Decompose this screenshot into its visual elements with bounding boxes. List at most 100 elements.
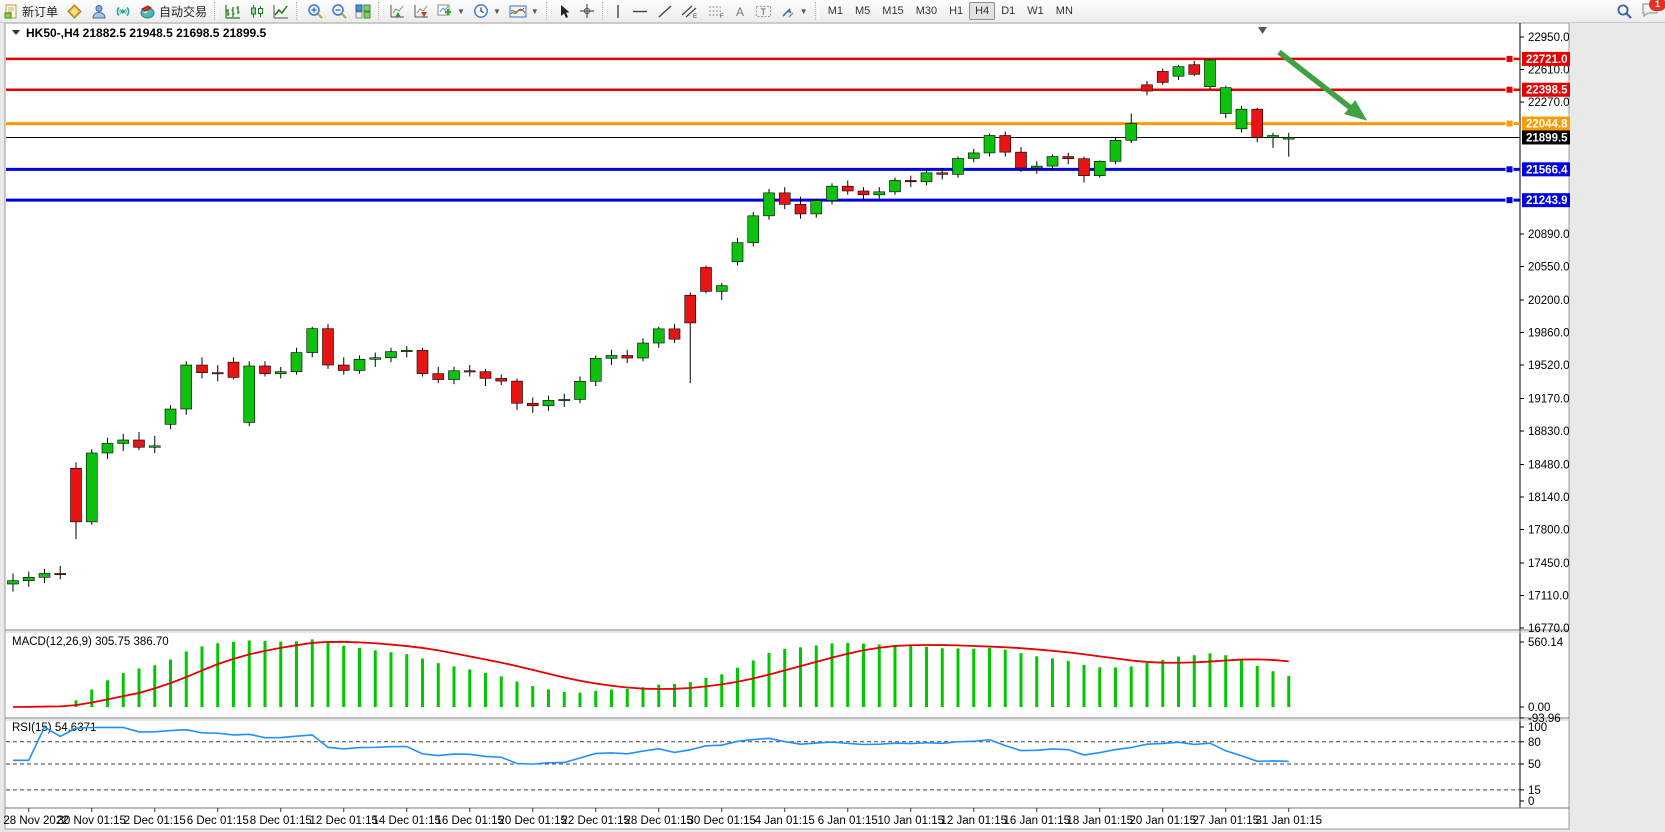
bull-candle — [542, 400, 555, 407]
candlestick-chart-button[interactable] — [245, 1, 269, 21]
market-depth-button[interactable] — [62, 1, 87, 21]
text-label-tool-button[interactable]: T — [751, 1, 776, 21]
bull-candle — [652, 328, 665, 344]
fibonacci-tool-button[interactable]: F — [703, 1, 729, 21]
tab-timeframe-m15[interactable]: M15 — [882, 5, 904, 17]
tab-timeframe-m1[interactable]: M1 — [827, 5, 843, 17]
tab-timeframe-w1[interactable]: W1 — [1027, 5, 1044, 17]
y-tick-label: 18830.0 — [1528, 426, 1570, 438]
x-tick-label: 31 Jan 01:15 — [1255, 815, 1322, 827]
bull-candle — [747, 215, 760, 243]
bear-candle — [1062, 156, 1075, 159]
macd-signal-line — [12, 640, 1289, 708]
line-chart-icon — [273, 4, 289, 18]
line-chart-button[interactable] — [269, 1, 293, 21]
clock-icon — [474, 4, 488, 18]
chart-template-button[interactable]: ▼ — [505, 1, 543, 21]
bull-candle — [1109, 139, 1122, 162]
bull-candle — [826, 185, 838, 201]
chart-window — [4, 22, 1570, 830]
bull-candle — [1093, 161, 1106, 176]
tab-timeframe-m5[interactable]: M5 — [855, 5, 871, 17]
bull-candle — [38, 573, 51, 578]
tab-timeframe-d1[interactable]: D1 — [1001, 5, 1016, 17]
level-line-handle[interactable] — [1505, 196, 1514, 205]
tab-timeframe-h1[interactable]: H1 — [949, 5, 964, 17]
tile-windows-button[interactable] — [351, 1, 375, 21]
vertical-line-tool-button[interactable] — [609, 1, 627, 21]
bear-candle — [70, 467, 82, 523]
x-tick-label: 2 Dec 01:15 — [124, 815, 186, 827]
equidistant-channel-tool-button[interactable]: E — [677, 1, 703, 21]
price-level-badge — [1522, 130, 1570, 145]
indicator-window-up-button[interactable] — [385, 1, 409, 21]
zoom-out-button[interactable] — [327, 1, 351, 21]
zoom-in-button[interactable] — [303, 1, 327, 21]
bull-candle — [369, 357, 382, 360]
add-indicator-icon — [437, 4, 452, 15]
bull-candle — [306, 328, 319, 353]
price-level-badge-label: 22398.5 — [1526, 85, 1568, 97]
indicator-window-down-icon — [414, 4, 429, 17]
bear-candle — [211, 372, 224, 375]
level-line-handle[interactable] — [1505, 165, 1514, 174]
svg-text:E: E — [693, 14, 697, 19]
arrows-tool-button[interactable]: ▼ — [776, 1, 812, 21]
x-tick-label: 12 Jan 01:15 — [940, 815, 1007, 827]
crosshair-tool-button[interactable] — [575, 1, 599, 21]
bull-candle — [1219, 87, 1232, 114]
rsi-tick-label: 50 — [1528, 759, 1541, 771]
tab-timeframe-mn[interactable]: MN — [1055, 5, 1073, 17]
tile-windows-icon — [355, 4, 371, 18]
new-order-label: 新订单 — [22, 4, 59, 19]
bull-candle — [763, 192, 775, 217]
trendline-icon — [658, 4, 672, 18]
bull-candle — [164, 408, 177, 425]
level-line-handle[interactable] — [1505, 85, 1514, 94]
timeframe-clock-button[interactable]: ▼ — [469, 1, 505, 21]
trend-arrow-annotation[interactable] — [1277, 49, 1358, 115]
bull-candle — [952, 158, 964, 175]
trendline-tool-button[interactable] — [653, 1, 677, 21]
new-order-button[interactable]: 新订单 — [0, 1, 62, 21]
horizontal-line-tool-button[interactable] — [627, 1, 653, 21]
notifications-button[interactable]: 1 — [1641, 0, 1665, 21]
macd-tick-label: 0.00 — [1528, 702, 1550, 714]
bear-candle — [1015, 151, 1027, 169]
bull-candle — [385, 351, 397, 359]
add-indicator-button[interactable]: ▼ — [433, 1, 469, 21]
community-button[interactable] — [87, 1, 111, 21]
bull-candle — [983, 135, 996, 154]
chart-collapse-icon[interactable] — [12, 30, 20, 35]
chart-template-caret: ▼ — [530, 6, 539, 16]
x-tick-label: 28 Nov 2022 — [3, 815, 68, 827]
tab-timeframe-m30[interactable]: M30 — [915, 5, 938, 17]
bull-candle — [274, 371, 287, 374]
x-tick-label: 30 Dec 01:15 — [688, 815, 756, 827]
cursor-tool-button[interactable] — [553, 1, 575, 21]
bull-candle — [101, 443, 114, 454]
text-tool-button[interactable]: A — [729, 1, 751, 21]
y-tick-label: 22950.0 — [1528, 32, 1570, 44]
signals-button[interactable] — [111, 1, 135, 21]
bear-candle — [621, 355, 634, 359]
auto-trading-button[interactable]: 自动交易 — [135, 1, 211, 21]
rsi-label: RSI(15) 54.6371 — [12, 722, 96, 734]
bull-candle — [574, 380, 586, 400]
search-icon[interactable] — [1616, 3, 1633, 20]
svg-text:F: F — [720, 14, 724, 19]
x-tick-label: 14 Dec 01:15 — [373, 815, 441, 827]
level-line-handle[interactable] — [1505, 119, 1514, 128]
notification-count-badge: 1 — [1649, 0, 1665, 11]
chart-shift-marker[interactable] — [1258, 27, 1267, 34]
bar-chart-button[interactable] — [221, 1, 245, 21]
indicator-window-down-button[interactable] — [409, 1, 433, 21]
bull-candle — [1046, 156, 1059, 167]
level-line-handle[interactable] — [1505, 54, 1514, 63]
bear-candle — [54, 573, 67, 575]
toolbar-separator — [378, 2, 383, 20]
x-tick-label: 20 Jan 01:15 — [1129, 815, 1196, 827]
bull-candle — [22, 577, 35, 581]
crosshair-icon — [579, 4, 594, 18]
tab-timeframe-h4[interactable]: H4 — [969, 2, 996, 20]
